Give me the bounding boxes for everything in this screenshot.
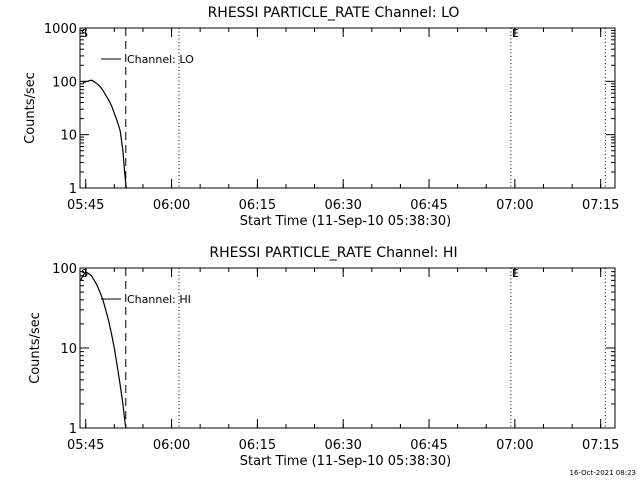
y-tick-label: 10 (60, 129, 77, 144)
x-tick-label: 07:15 (582, 438, 619, 453)
series-line-lo (82, 79, 127, 189)
chart-panel-lo: RHESSI PARTICLE_RATE Channel: LO 1 10 100 10… (23, 5, 619, 229)
x-tick-label: 06:30 (324, 198, 361, 213)
marker-label-e: E (512, 267, 519, 280)
x-tick-label: 06:15 (239, 198, 276, 213)
plot-frame (79, 27, 616, 189)
plot-frame (79, 267, 616, 429)
y-axis-label: Counts/sec (28, 312, 43, 384)
x-tick-label: 06:00 (153, 438, 190, 453)
x-tick-label: 07:15 (582, 198, 619, 213)
y-axis-label: Counts/sec (23, 72, 38, 144)
chart-panel-hi: RHESSI PARTICLE_RATE Channel: HI 1 10 100 05… (28, 245, 619, 469)
y-tick-label: 1 (69, 182, 77, 197)
x-tick-label: 05:45 (67, 198, 104, 213)
x-tick-label: 05:45 (67, 438, 104, 453)
x-tick-label: 06:15 (239, 438, 276, 453)
x-tick-label: 06:00 (153, 198, 190, 213)
y-tick-label: 10 (60, 342, 77, 357)
y-tick-label: 1 (69, 422, 77, 437)
x-tick-label: 07:00 (496, 198, 533, 213)
x-tick-label: 06:30 (324, 438, 361, 453)
x-tick-label: 06:45 (410, 198, 447, 213)
legend-label: Channel: HI (127, 293, 191, 306)
y-tick-label: 100 (52, 75, 77, 90)
marker-label-s: S (81, 27, 88, 40)
y-tick-label: 1000 (44, 22, 77, 37)
y-tick-label: 100 (52, 262, 77, 277)
series-line-hi (80, 270, 127, 429)
x-tick-label: 06:45 (410, 438, 447, 453)
chart-title: RHESSI PARTICLE_RATE Channel: HI (209, 245, 457, 261)
x-axis-label: Start Time (11-Sep-10 05:38:30) (240, 214, 451, 229)
chart-title: RHESSI PARTICLE_RATE Channel: LO (208, 5, 460, 21)
x-axis-label: Start Time (11-Sep-10 05:38:30) (240, 454, 451, 469)
marker-label-e: E (512, 27, 519, 40)
legend-label: Channel: LO (127, 53, 194, 66)
footer-timestamp: 16-Oct-2021 08:23 (570, 469, 636, 477)
x-tick-label: 07:00 (496, 438, 533, 453)
